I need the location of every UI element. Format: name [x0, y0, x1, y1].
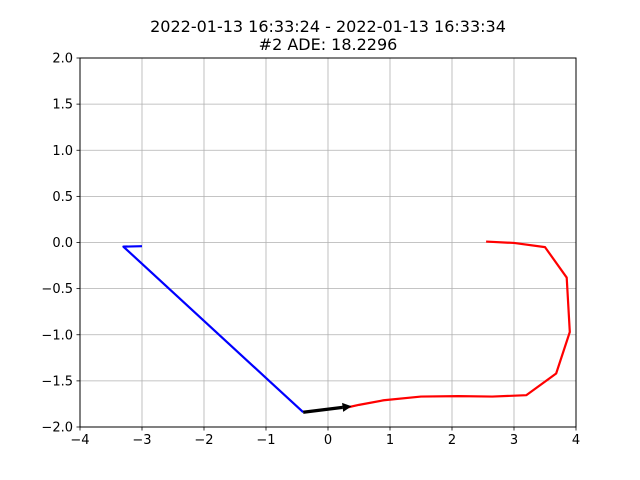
x-tick-label: 4: [572, 433, 580, 448]
chart-title-line-1: 2022-01-13 16:33:24 - 2022-01-13 16:33:3…: [150, 17, 506, 36]
series-line-1: [122, 245, 304, 414]
heading-arrow: [303, 402, 352, 414]
arrow-head: [342, 402, 352, 412]
axis-ticks: −4 −3 −2 −1 0 1 2 3 4 −2.0 −1.5 −1.0 −0.5 0.0 0.5 1.0 1.…: [41, 52, 580, 449]
y-tick-label: 2.0: [52, 52, 73, 67]
x-tick-label: 2: [448, 433, 456, 448]
series-line-2: [346, 240, 571, 409]
y-tick-label: 0.5: [52, 190, 73, 205]
series-lines: [122, 240, 571, 414]
y-tick-label: 0.0: [52, 236, 73, 251]
x-tick-label: 3: [510, 433, 518, 448]
y-tick-label: −0.5: [41, 282, 73, 297]
y-tick-label: 1.0: [52, 144, 73, 159]
x-tick-label: 0: [324, 433, 332, 448]
y-tick-label: 1.5: [52, 98, 73, 113]
arrow-shaft: [303, 405, 343, 414]
y-tick-label: −2.0: [41, 421, 73, 436]
y-tick-label: −1.5: [41, 374, 73, 389]
x-tick-label: 1: [386, 433, 394, 448]
y-tick-label: −1.0: [41, 328, 73, 343]
x-tick-label: −3: [132, 433, 151, 448]
x-tick-label: −1: [256, 433, 275, 448]
chart-title-line-2: #2 ADE: 18.2296: [259, 35, 398, 54]
x-tick-label: −2: [194, 433, 213, 448]
x-tick-label: −4: [70, 433, 89, 448]
